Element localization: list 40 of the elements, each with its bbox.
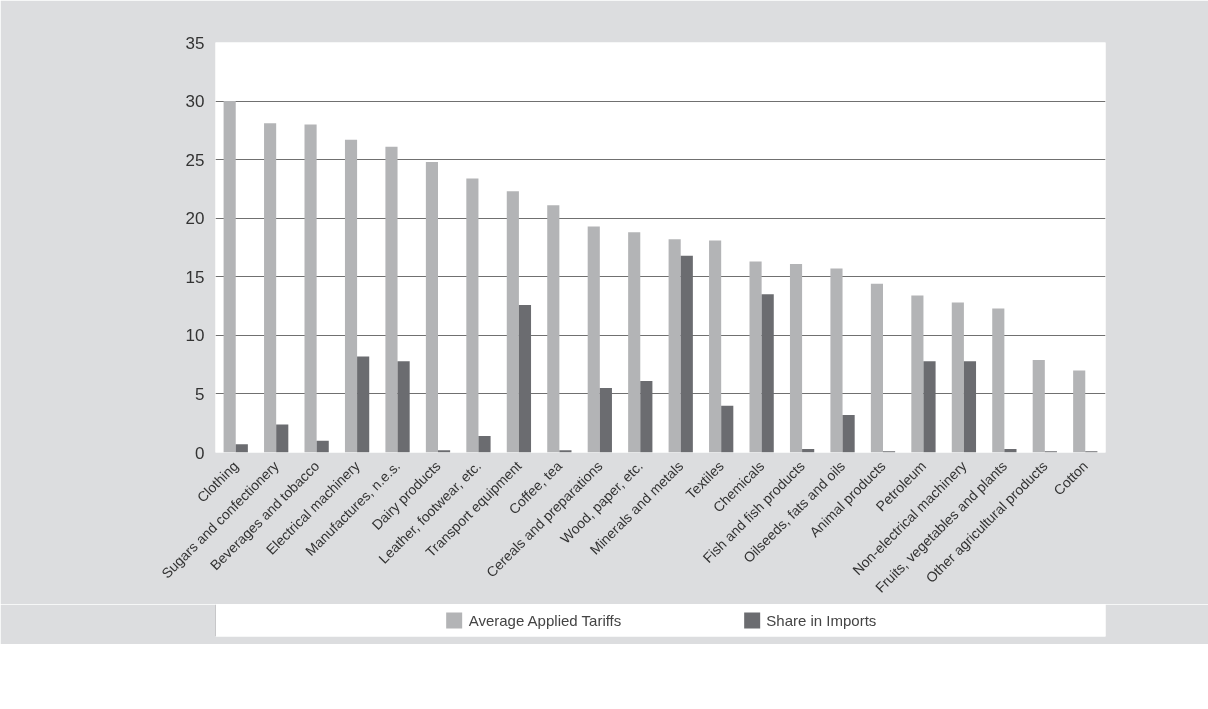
bar — [1004, 448, 1017, 453]
bar — [466, 178, 479, 453]
bar — [951, 302, 964, 453]
bar — [547, 205, 560, 453]
bar — [235, 444, 248, 453]
y-tick-label: 10 — [185, 326, 205, 346]
bar — [721, 405, 734, 453]
bar — [870, 283, 883, 453]
y-tick-label: 15 — [185, 267, 205, 287]
bar — [1032, 359, 1045, 453]
bar — [385, 146, 398, 453]
bar — [587, 226, 600, 453]
bar — [709, 240, 722, 453]
y-tick-label: 35 — [185, 33, 205, 53]
bar — [425, 161, 438, 453]
bar — [304, 124, 317, 453]
y-tick-label: 20 — [185, 209, 205, 229]
y-tick-label: 0 — [195, 443, 205, 463]
bar — [506, 191, 519, 453]
bar — [264, 123, 277, 453]
bar — [223, 101, 236, 453]
bar — [830, 268, 843, 453]
legend-label: Average Applied Tariffs — [468, 611, 622, 629]
bar — [628, 232, 641, 453]
y-tick-label: 30 — [185, 92, 205, 112]
bar — [478, 436, 491, 453]
legend-label: Share in Imports — [766, 611, 877, 629]
bar — [789, 263, 803, 453]
y-tick-label: 5 — [195, 384, 205, 404]
bar — [911, 295, 924, 453]
bar — [276, 424, 289, 453]
bar — [668, 239, 681, 453]
bar — [559, 450, 572, 453]
bar — [1073, 370, 1086, 453]
bar — [749, 261, 762, 453]
y-tick-label: 25 — [185, 150, 205, 170]
bar — [842, 415, 855, 453]
bar — [992, 308, 1005, 453]
bar — [316, 440, 329, 453]
bar — [344, 139, 358, 453]
